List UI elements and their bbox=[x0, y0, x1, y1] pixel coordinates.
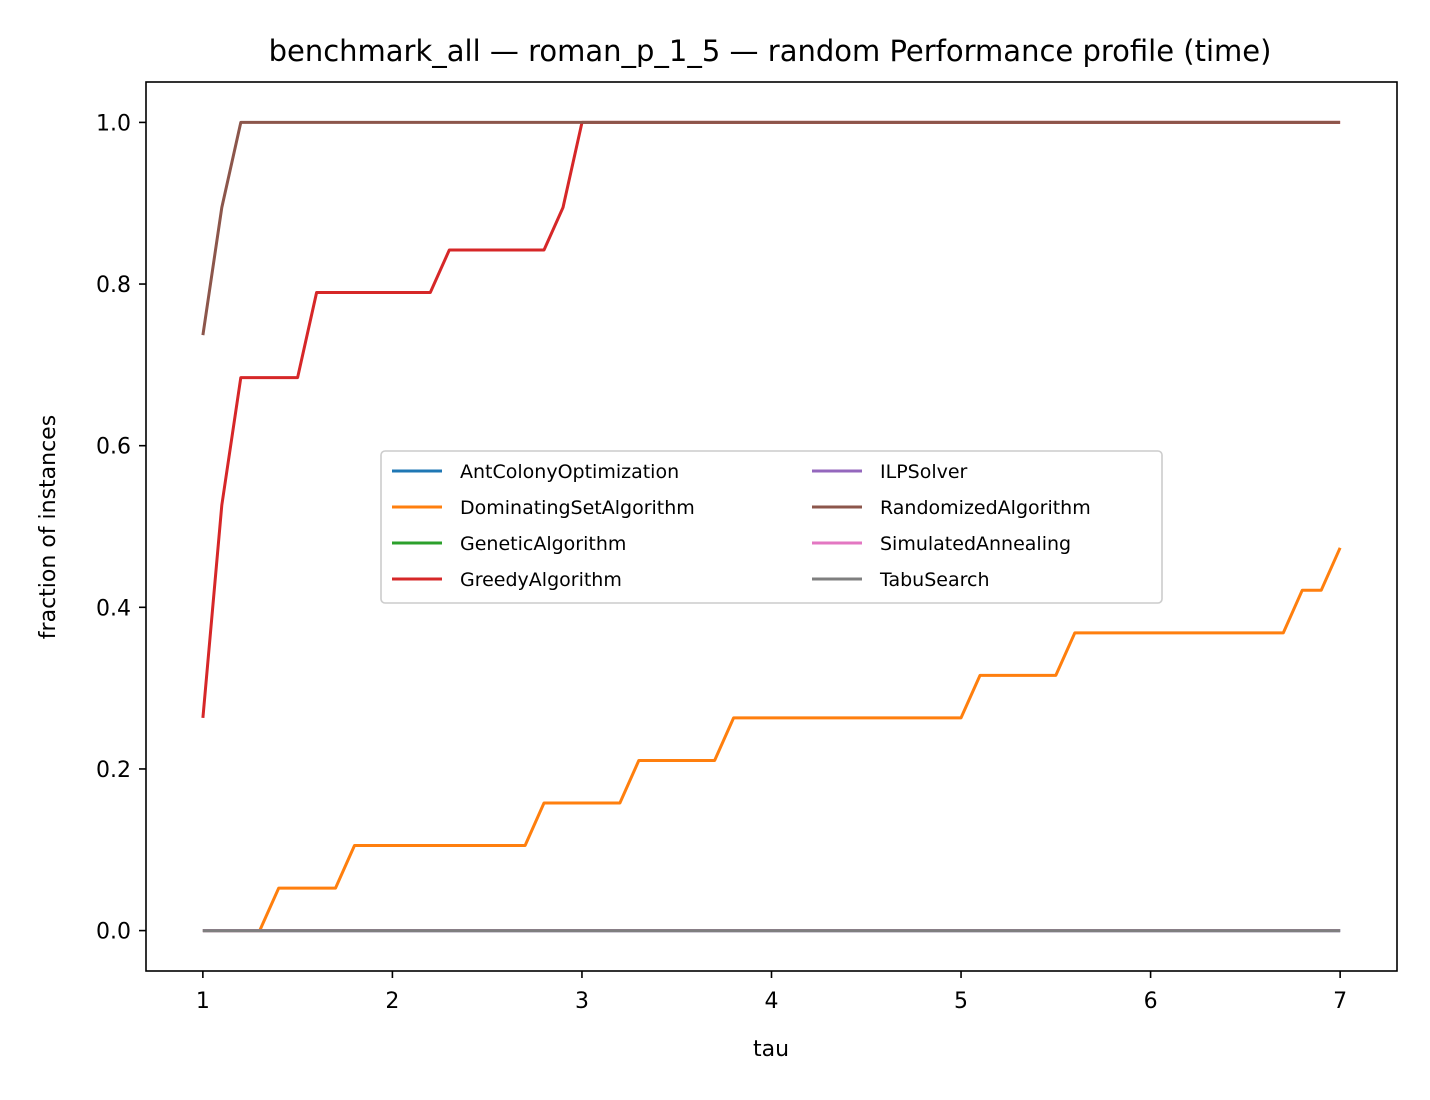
series-line-3 bbox=[201, 120, 1341, 719]
series-layer bbox=[201, 120, 1342, 933]
ticks-layer: 1 2 3 4 5 6 7 0.0 0.2 0.4 0.6 0.8 1.0 bbox=[96, 111, 1347, 1014]
legend-label-5: RandomizedAlgorithm bbox=[880, 497, 1091, 519]
series-line-1 bbox=[202, 547, 1342, 933]
legend-label-0: AntColonyOptimization bbox=[460, 461, 679, 483]
chart-title: benchmark_all — roman_p_1_5 — random Per… bbox=[269, 34, 1272, 68]
x-axis-label: tau bbox=[753, 1037, 789, 1062]
y-tick-label: 0.6 bbox=[96, 435, 131, 460]
y-tick-label: 1.0 bbox=[96, 111, 131, 136]
legend-frame bbox=[380, 450, 1163, 604]
x-tick-label: 1 bbox=[196, 989, 210, 1014]
series-line-5 bbox=[201, 120, 1341, 336]
legend-label-2: GeneticAlgorithm bbox=[460, 533, 626, 555]
legend-label-6: SimulatedAnnealing bbox=[880, 533, 1071, 555]
x-tick-label: 5 bbox=[954, 989, 968, 1014]
legend-label-7: TabuSearch bbox=[879, 569, 989, 591]
x-tick-label: 2 bbox=[385, 989, 399, 1014]
x-tick-label: 3 bbox=[575, 989, 589, 1014]
x-tick-label: 4 bbox=[765, 989, 779, 1014]
legend-label-3: GreedyAlgorithm bbox=[460, 569, 622, 591]
x-tick-label: 6 bbox=[1144, 989, 1158, 1014]
legend-label-1: DominatingSetAlgorithm bbox=[460, 497, 695, 519]
x-tick-label: 7 bbox=[1333, 989, 1347, 1014]
legend: AntColonyOptimization DominatingSetAlgori… bbox=[380, 450, 1163, 604]
y-tick-label: 0.4 bbox=[96, 596, 131, 621]
legend-label-4: ILPSolver bbox=[880, 461, 968, 483]
y-tick-label: 0.0 bbox=[96, 920, 131, 945]
y-tick-label: 0.8 bbox=[96, 273, 131, 298]
y-tick-label: 0.2 bbox=[96, 758, 131, 783]
y-axis-label: fraction of instances bbox=[36, 415, 61, 639]
